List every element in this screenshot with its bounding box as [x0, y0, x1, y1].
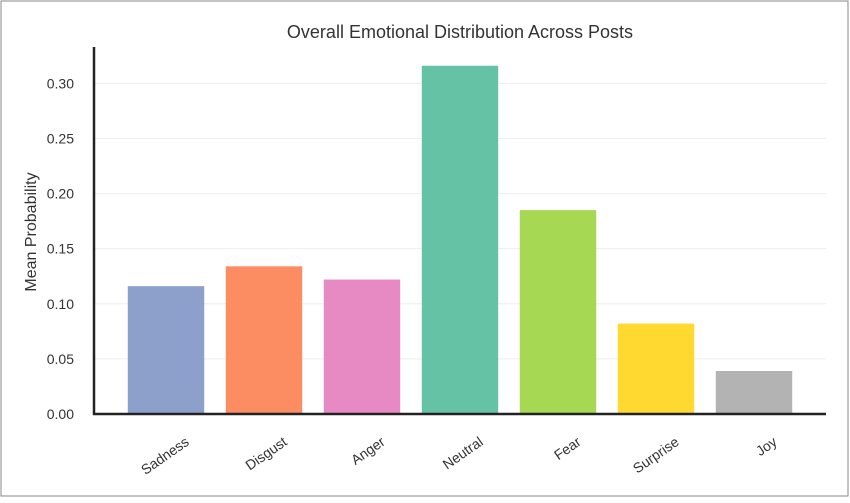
bar	[225, 266, 303, 414]
y-tick-label: 0.25	[47, 130, 74, 146]
bar	[127, 286, 205, 414]
y-axis-label: Mean Probability	[23, 172, 40, 291]
y-tick-label: 0.00	[47, 406, 74, 422]
bar	[617, 323, 695, 414]
y-tick-label: 0.15	[47, 241, 74, 257]
y-tick-label: 0.10	[47, 296, 74, 312]
bar	[519, 210, 597, 414]
bar	[323, 279, 401, 414]
bar	[421, 65, 499, 415]
y-tick-label: 0.30	[47, 75, 74, 91]
bar	[715, 371, 793, 414]
y-tick-label: 0.05	[47, 351, 74, 367]
y-tick-label: 0.20	[47, 186, 74, 202]
chart-title: Overall Emotional Distribution Across Po…	[287, 22, 633, 42]
